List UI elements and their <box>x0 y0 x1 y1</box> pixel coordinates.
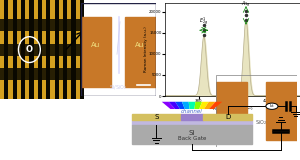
Bar <box>29 0 34 99</box>
Text: D: D <box>225 114 230 120</box>
Text: Si/SiO$_2$: Si/SiO$_2$ <box>110 84 128 92</box>
Bar <box>59 0 63 99</box>
Polygon shape <box>199 102 209 109</box>
Text: $A_{1g}$: $A_{1g}$ <box>241 0 251 10</box>
Text: $I_{ds}$: $I_{ds}$ <box>269 102 275 110</box>
Bar <box>34 0 38 99</box>
Bar <box>0 68 84 80</box>
Text: O: O <box>26 45 33 54</box>
Text: S: S <box>154 114 158 120</box>
Bar <box>0 19 84 31</box>
Text: Au: Au <box>135 42 144 48</box>
Polygon shape <box>175 102 185 109</box>
Text: channel: channel <box>181 109 203 114</box>
Polygon shape <box>189 102 195 109</box>
Polygon shape <box>194 102 202 109</box>
Bar <box>0 44 84 56</box>
Bar <box>38 0 42 99</box>
Bar <box>203 114 253 120</box>
Bar <box>131 120 253 125</box>
Bar <box>25 0 29 99</box>
X-axis label: Raman shift (cm$^{-1}$): Raman shift (cm$^{-1}$) <box>212 105 254 114</box>
Bar <box>55 0 59 99</box>
Polygon shape <box>182 102 190 109</box>
Text: MoS$_2$: MoS$_2$ <box>131 10 151 19</box>
Bar <box>124 17 156 87</box>
Bar <box>71 0 76 99</box>
Bar <box>216 82 247 140</box>
Polygon shape <box>162 102 175 109</box>
Bar <box>13 0 17 99</box>
Bar <box>80 0 84 99</box>
Polygon shape <box>204 102 215 109</box>
Bar <box>131 114 181 120</box>
Bar <box>17 0 21 99</box>
Text: $E^1_{2g}$: $E^1_{2g}$ <box>199 16 208 28</box>
Bar <box>0 0 4 99</box>
Bar <box>21 0 25 99</box>
Bar <box>42 0 46 99</box>
Text: SiO$_2$: SiO$_2$ <box>255 118 267 127</box>
Text: Back Gate: Back Gate <box>178 136 206 141</box>
Bar <box>50 0 55 99</box>
Bar <box>4 0 8 99</box>
Circle shape <box>266 103 278 109</box>
Bar <box>67 0 71 99</box>
Bar <box>266 82 297 140</box>
Text: Au: Au <box>92 42 100 48</box>
Polygon shape <box>169 102 180 109</box>
Bar <box>131 125 253 144</box>
Bar <box>81 17 111 87</box>
Bar <box>76 0 80 99</box>
Bar <box>181 114 203 120</box>
Bar <box>8 0 13 99</box>
Bar <box>46 0 50 99</box>
Bar <box>63 0 67 99</box>
Polygon shape <box>209 102 222 109</box>
Y-axis label: Raman Intensity (a.u.): Raman Intensity (a.u.) <box>144 27 148 72</box>
Text: Si: Si <box>189 130 195 136</box>
